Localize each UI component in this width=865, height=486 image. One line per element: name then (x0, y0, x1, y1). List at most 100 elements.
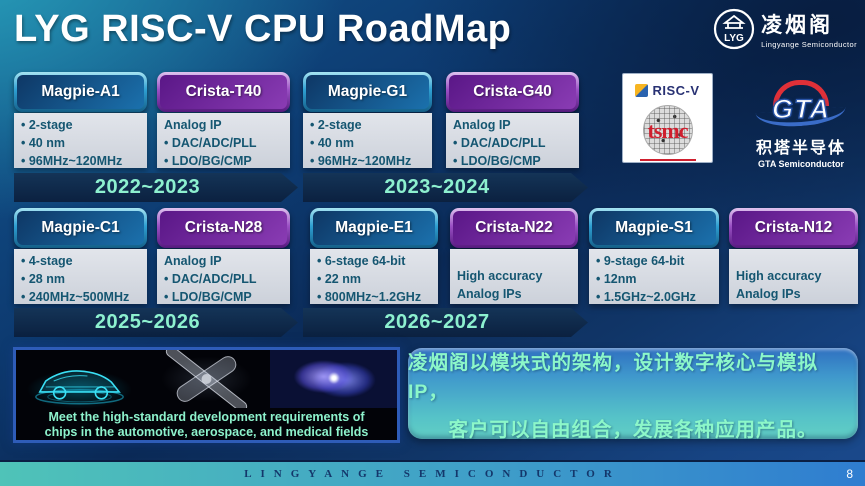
spec-line: • LDO/BG/CMP (453, 153, 541, 168)
card-specs: • 2-stage • 40 nm • 96MHz~120MHz (14, 113, 147, 168)
spec-line: • 96MHz~120MHz (21, 153, 123, 168)
card-title: Crista-G40 (449, 75, 576, 109)
card-title: Crista-N22 (453, 211, 575, 245)
lyg-logo-icon: LYG (713, 8, 755, 50)
page-number: 8 (846, 467, 853, 481)
card-header: Crista-G40 (446, 72, 579, 112)
company-name-cn: 凌烟阁 (761, 14, 834, 37)
spec-line: • 2-stage (310, 118, 362, 132)
cpu-card-crista-t40: Crista-T40 Analog IP • DAC/ADC/PLL • LDO… (157, 72, 290, 168)
spec-line: • 4-stage (21, 254, 73, 268)
tsmc-wafer-icon (642, 105, 693, 155)
card-header: Magpie-C1 (14, 208, 147, 248)
riscv-logo: RISC-V (635, 83, 699, 98)
spec-line: • 240MHz~500MHz (21, 289, 130, 304)
card-specs: Analog IP • DAC/ADC/PLL • LDO/BG/CMP (157, 249, 290, 304)
description-box: 凌烟阁以模块式的架构，设计数字核心与模拟IP， 客户可以自由组合，发展各种应用产… (408, 348, 858, 441)
spec-line: • 96MHz~120MHz (310, 153, 412, 168)
card-title: Magpie-A1 (17, 75, 144, 109)
card-title: Magpie-E1 (313, 211, 435, 245)
applications-caption: Meet the high-standard development requi… (16, 410, 397, 441)
company-name-en: Lingyange Semiconductor (761, 40, 857, 49)
spec-line: • 40 nm (310, 135, 354, 150)
riscv-logo-icon (635, 84, 649, 97)
spec-line: • DAC/ADC/PLL (164, 271, 257, 286)
company-logo: LYG 凌烟阁 Lingyange Semiconductor (713, 8, 857, 50)
timeline-label: 2023~2024 (384, 176, 490, 198)
spec-line: • 6-stage 64-bit (317, 254, 406, 268)
card-specs: High accuracy Analog IPs (450, 249, 578, 304)
spec-line: • DAC/ADC/PLL (453, 135, 546, 150)
spec-line: • LDO/BG/CMP (164, 289, 252, 304)
card-header: Crista-N28 (157, 208, 290, 248)
cpu-card-crista-n12: Crista-N12 High accuracy Analog IPs (729, 208, 858, 304)
card-header: Crista-T40 (157, 72, 290, 112)
tsmc-underline (639, 159, 696, 161)
card-header: Crista-N12 (729, 208, 858, 248)
card-header: Crista-N22 (450, 208, 578, 248)
card-header: Magpie-E1 (310, 208, 438, 248)
spec-line: Analog IP (164, 118, 222, 132)
timeline-arrow-2023-2024: 2023~2024 (303, 173, 588, 202)
company-name: 凌烟阁 Lingyange Semiconductor (761, 9, 857, 49)
spec-line: Analog IPs (736, 286, 801, 301)
description-line: 客户可以自由组合，发展各种应用产品。 (448, 418, 818, 441)
spec-line: • 9-stage 64-bit (596, 254, 685, 268)
card-title: Crista-N12 (732, 211, 855, 245)
spec-line: High accuracy (736, 269, 822, 283)
card-specs: • 4-stage • 28 nm • 240MHz~500MHz (14, 249, 147, 304)
caption-line: chips in the automotive, aerospace, and … (44, 425, 369, 440)
timeline-label: 2022~2023 (94, 176, 201, 198)
spec-line: • 28 nm (21, 271, 65, 286)
timeline-label: 2026~2027 (384, 311, 490, 333)
spec-line: Analog IPs (457, 286, 522, 301)
automotive-image (16, 350, 143, 408)
spec-line: • DAC/ADC/PLL (164, 135, 257, 150)
spec-line: Analog IP (453, 118, 511, 132)
footer-bar: LINGYANGE SEMICONDUCTOR 8 (0, 460, 865, 486)
card-title: Magpie-S1 (592, 211, 716, 245)
timeline-label: 2025~2026 (94, 311, 201, 333)
card-title: Magpie-C1 (17, 211, 144, 245)
cpu-card-magpie-g1: Magpie-G1 • 2-stage • 40 nm • 96MHz~120M… (303, 72, 432, 168)
svg-text:LYG: LYG (724, 33, 744, 44)
spec-line: • 40 nm (21, 135, 65, 150)
cpu-card-crista-n28: Crista-N28 Analog IP • DAC/ADC/PLL • LDO… (157, 208, 290, 304)
medical-image (270, 350, 397, 408)
tsmc-logo-text: tsmc (647, 118, 689, 143)
gta-logo-mark: GTA (742, 80, 860, 132)
card-specs: • 2-stage • 40 nm • 96MHz~120MHz (303, 113, 432, 168)
spec-line: • 12nm (596, 271, 637, 286)
spec-line: Analog IP (164, 254, 222, 268)
gta-logo: GTA 积塔半导体 GTA Semiconductor (742, 80, 860, 169)
aerospace-image (143, 350, 270, 408)
spec-line: • 800MHz~1.2GHz (317, 289, 422, 304)
description-line: 凌烟阁以模块式的架构，设计数字核心与模拟IP， (408, 351, 819, 403)
spec-line: High accuracy (457, 269, 543, 283)
application-images (16, 350, 397, 408)
spec-line: • 1.5GHz~2.0GHz (596, 289, 696, 304)
page-title: LYG RISC-V CPU RoadMap (14, 8, 512, 50)
card-header: Magpie-A1 (14, 72, 147, 112)
card-specs: • 9-stage 64-bit • 12nm • 1.5GHz~2.0GHz (589, 249, 719, 304)
card-title: Crista-T40 (160, 75, 287, 109)
cpu-card-magpie-e1: Magpie-E1 • 6-stage 64-bit • 22 nm • 800… (310, 208, 438, 304)
footer-company-text: LINGYANGE SEMICONDUCTOR (244, 468, 621, 480)
gta-monogram: GTA (771, 93, 830, 124)
card-specs: Analog IP • DAC/ADC/PLL • LDO/BG/CMP (157, 113, 290, 168)
riscv-logo-text: RISC-V (652, 83, 700, 98)
tsmc-logo: tsmc (639, 105, 696, 161)
card-specs: • 6-stage 64-bit • 22 nm • 800MHz~1.2GHz (310, 249, 438, 304)
applications-panel: Meet the high-standard development requi… (13, 347, 400, 443)
card-specs: High accuracy Analog IPs (729, 249, 858, 304)
cpu-card-magpie-a1: Magpie-A1 • 2-stage • 40 nm • 96MHz~120M… (14, 72, 147, 168)
timeline-arrow-2026-2027: 2026~2027 (303, 308, 588, 337)
card-title: Crista-N28 (160, 211, 287, 245)
partner-logos-box: RISC-V tsmc (622, 73, 713, 163)
cpu-card-magpie-s1: Magpie-S1 • 9-stage 64-bit • 12nm • 1.5G… (589, 208, 719, 304)
cpu-card-magpie-c1: Magpie-C1 • 4-stage • 28 nm • 240MHz~500… (14, 208, 147, 304)
timeline-arrow-2025-2026: 2025~2026 (14, 308, 298, 337)
timeline-arrow-2022-2023: 2022~2023 (14, 173, 298, 202)
caption-line: Meet the high-standard development requi… (48, 410, 365, 424)
